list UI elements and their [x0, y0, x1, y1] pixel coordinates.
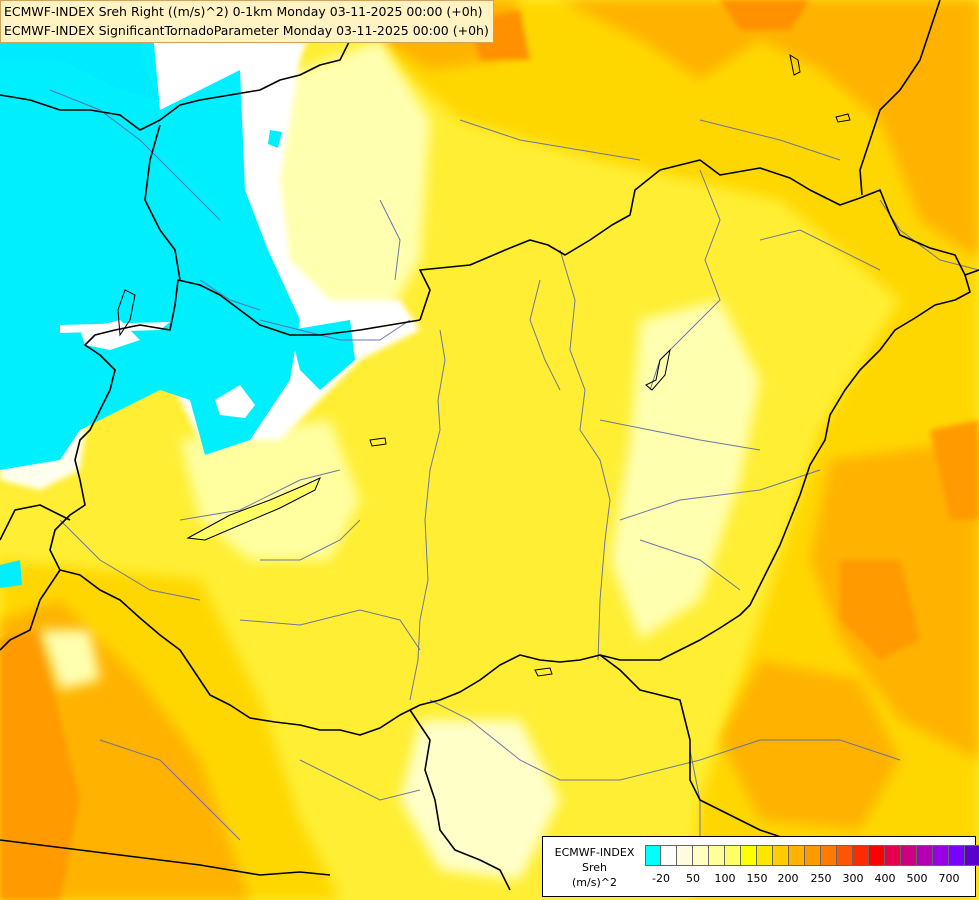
legend-tick-label: 300	[842, 872, 864, 885]
title-line-1: ECMWF-INDEX Sreh Right ((m/s)^2) 0-1km M…	[4, 4, 483, 19]
legend-ticks: -20 50 100 150 200 250 300 400 500 700	[645, 872, 975, 888]
title-line-2: ECMWF-INDEX SignificantTornadoParameter …	[4, 23, 489, 38]
legend-swatch-5	[725, 845, 741, 866]
legend-tick-label: 50	[686, 872, 700, 885]
legend-swatch-13	[853, 845, 869, 866]
legend-swatch-20	[965, 845, 979, 866]
legend-swatch-10	[805, 845, 821, 866]
legend-tick-label: 150	[746, 872, 768, 885]
legend-swatch-14	[869, 845, 885, 866]
legend-swatch-11	[821, 845, 837, 866]
legend-swatch-7	[757, 845, 773, 866]
rivers	[49, 89, 979, 860]
legend-source: ECMWF-INDEX	[554, 846, 635, 859]
legend-unit: (m/s)^2	[572, 876, 617, 889]
legend-swatch-17	[917, 845, 933, 866]
legend-swatch-16	[901, 845, 917, 866]
legend-swatch-4	[709, 845, 725, 866]
legend-tick-label: 500	[906, 872, 928, 885]
legend-swatch-1	[661, 845, 677, 866]
legend-swatch-0	[645, 845, 661, 866]
legend-swatch-2	[677, 845, 693, 866]
lake-balaton	[186, 477, 321, 541]
legend-tick-label: 250	[810, 872, 832, 885]
legend-swatches	[645, 845, 979, 866]
legend-swatch-12	[837, 845, 853, 866]
legend-swatch-19	[949, 845, 965, 866]
legend-swatch-6	[741, 845, 757, 866]
legend-tick-label: -20	[652, 872, 670, 885]
legend-swatch-9	[789, 845, 805, 866]
small-outlines	[117, 53, 851, 677]
legend-tick-label: 100	[714, 872, 736, 885]
legend-label-block: ECMWF-INDEX Sreh (m/s)^2	[547, 845, 642, 890]
map-title-box: ECMWF-INDEX Sreh Right ((m/s)^2) 0-1km M…	[0, 0, 494, 43]
legend-swatch-3	[693, 845, 709, 866]
legend-swatch-8	[773, 845, 789, 866]
legend-swatch-15	[885, 845, 901, 866]
legend-tick-label: 200	[777, 872, 799, 885]
legend-swatch-18	[933, 845, 949, 866]
color-legend: ECMWF-INDEX Sreh (m/s)^2 -20 50 100 150 200 2…	[542, 836, 979, 897]
legend-tick-label: 700	[938, 872, 960, 885]
legend-tick-label: 400	[874, 872, 896, 885]
legend-parameter: Sreh	[581, 861, 607, 874]
